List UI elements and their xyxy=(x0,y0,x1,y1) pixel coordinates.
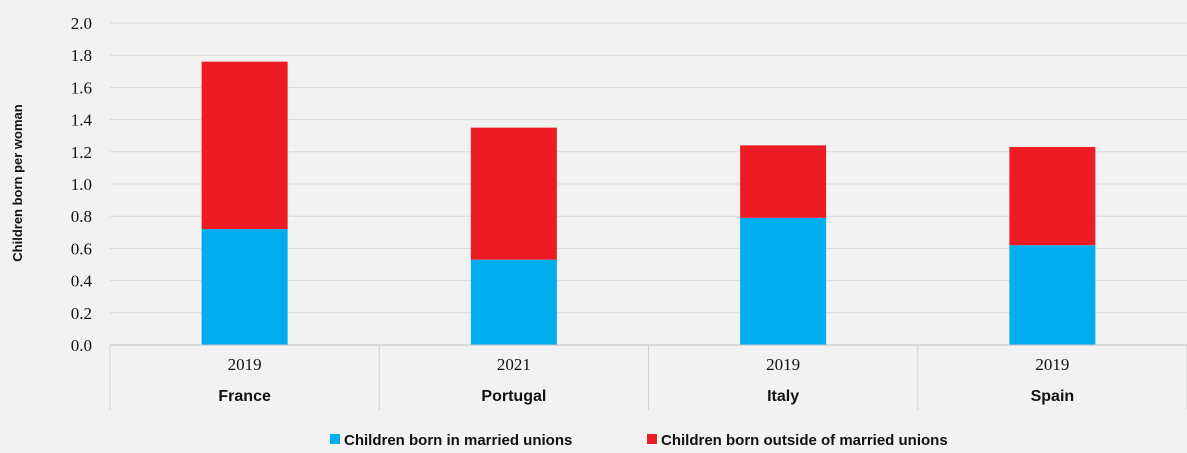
bars xyxy=(201,61,1096,345)
legend-swatch xyxy=(330,434,340,444)
y-tick-label: 0.8 xyxy=(71,207,92,226)
bar-married-segment xyxy=(1009,245,1096,345)
y-tick-label: 0.4 xyxy=(71,272,93,291)
y-tick-label: 0.6 xyxy=(71,239,92,258)
x-tick-year: 2021 xyxy=(497,355,531,374)
bar-married-segment xyxy=(201,229,288,345)
legend-label: Children born in married unions xyxy=(344,432,572,449)
x-tick-year: 2019 xyxy=(766,355,800,374)
bar-outside-segment xyxy=(201,61,288,230)
x-axis: 2019 France 2021 Portugal 2019 Italy 2019 Spain xyxy=(109,344,1187,410)
y-axis-label: Children born per woman xyxy=(10,104,25,262)
y-tick-label: 1.0 xyxy=(71,175,92,194)
y-tick-label: 1.2 xyxy=(71,143,92,162)
bar-married-segment xyxy=(470,259,557,345)
bar-married-segment xyxy=(740,217,827,345)
y-tick-label: 1.6 xyxy=(71,78,92,97)
legend-swatch xyxy=(647,434,657,444)
bar-outside-segment xyxy=(740,145,827,218)
legend: Children born in married unions Children … xyxy=(330,432,948,449)
bar-outside-segment xyxy=(470,127,557,260)
gridlines xyxy=(110,22,1187,346)
y-tick-label: 0.0 xyxy=(71,336,92,355)
y-tick-label: 1.8 xyxy=(71,46,92,65)
x-tick-country: Portugal xyxy=(481,388,546,405)
x-tick-country: France xyxy=(218,388,271,405)
x-tick-country: Italy xyxy=(767,388,799,405)
legend-label: Children born outside of married unions xyxy=(661,432,948,449)
y-tick-label: 0.2 xyxy=(71,304,92,323)
bar-outside-segment xyxy=(1009,146,1096,246)
x-tick-country: Spain xyxy=(1031,388,1075,405)
y-tick-label: 1.4 xyxy=(71,111,93,130)
y-axis-ticks: 0.0 0.2 0.4 0.6 0.8 1.0 1.2 1.4 1.6 1.8 2.0 xyxy=(71,14,93,355)
x-tick-year: 2019 xyxy=(1035,355,1069,374)
x-tick-year: 2019 xyxy=(228,355,262,374)
y-tick-label: 2.0 xyxy=(71,14,92,33)
